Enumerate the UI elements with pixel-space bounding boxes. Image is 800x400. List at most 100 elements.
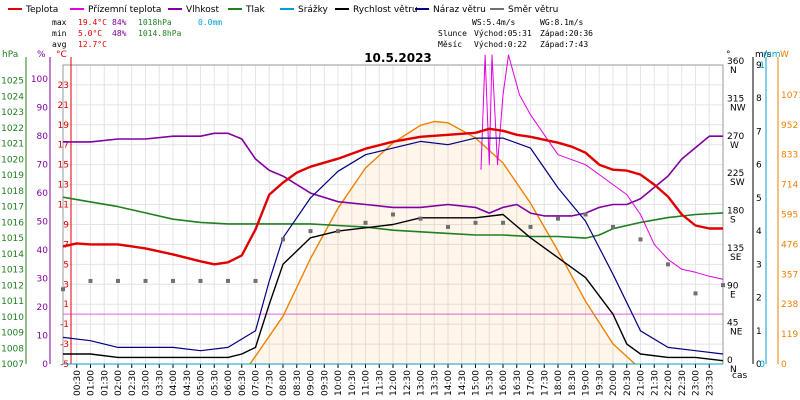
x-tick-label: 03:00 (142, 370, 152, 396)
wind-dir-point (528, 224, 533, 229)
axis-header-hpa: hPa (2, 50, 18, 60)
wind-dir-point (308, 229, 313, 234)
x-tick-label: 02:30 (128, 370, 138, 396)
x-tick-label: 07:30 (265, 370, 275, 396)
x-tick-label: 19:00 (582, 370, 592, 396)
x-tick-label: 23:30 (705, 370, 715, 396)
wind-dir-tick: 360 (727, 57, 744, 67)
wind-speed-axis-tick: 7 (756, 127, 762, 137)
pressure-axis-tick: 1016 (1, 218, 24, 228)
solar-axis-tick: 714 (781, 181, 798, 191)
temperature-axis-tick: -1 (60, 320, 69, 330)
wind-dir-point (116, 278, 120, 283)
wind-dir-point (391, 212, 395, 217)
x-tick-label: 13:00 (417, 370, 427, 396)
x-tick-label: 11:30 (375, 370, 385, 396)
rain-axis-tick: 0 (759, 360, 765, 370)
stat-max-label: max (52, 18, 67, 27)
wind-dir-point (61, 287, 65, 292)
x-tick-label: 02:00 (114, 370, 124, 396)
pressure-axis-tick: 1020 (1, 155, 24, 165)
legend-label: Srážky (298, 5, 329, 15)
wind-speed-axis-tick: 1 (756, 327, 762, 337)
temperature-axis-tick: -3 (60, 340, 69, 350)
pressure-axis-tick: 1017 (1, 203, 24, 213)
legend-label: Náraz větru (433, 5, 486, 15)
pressure-axis-tick: 1022 (1, 124, 24, 134)
solar-axis-tick: 595 (781, 211, 798, 221)
x-tick-label: 12:00 (389, 370, 399, 396)
pressure-axis-tick: 1014 (1, 250, 24, 260)
x-tick-label: 05:00 (197, 370, 207, 396)
moon-label: Měsíc (438, 40, 462, 49)
wind-dir-point (226, 278, 230, 283)
wind-dir-tick: 270 (727, 132, 744, 142)
axis-header-pct: % (37, 50, 46, 60)
wind-speed-axis-tick: 9 (756, 61, 762, 71)
wind-dir-compass: SE (730, 253, 742, 263)
legend: Teplota Přízemní teplota Vlhkost Tlak Srážky… (8, 5, 558, 15)
axis-header-time: čas (732, 370, 747, 381)
legend-label: Teplota (25, 5, 58, 15)
solar-axis-tick: 238 (781, 300, 798, 310)
pressure-axis-tick: 1023 (1, 108, 24, 118)
wind-dir-tick: 0 (727, 356, 733, 366)
x-tick-label: 00:30 (73, 370, 83, 396)
humidity-axis-tick: 10 (37, 332, 49, 342)
humidity-axis-tick: 30 (37, 275, 49, 285)
moon-set: Západ:7:43 (540, 40, 588, 49)
solar-area (250, 121, 635, 364)
wind-gust-info: WG:8.1m/s (540, 18, 584, 27)
humidity-axis-tick: 100 (31, 75, 48, 85)
pressure-axis-tick: 1007 (1, 360, 24, 370)
series-ground-temp (480, 54, 724, 280)
stat-min-temp: 5.0°C (78, 29, 102, 38)
humidity-axis-tick: 50 (37, 218, 49, 228)
x-tick-label: 16:00 (499, 370, 509, 396)
series-pressure (62, 196, 724, 239)
pressure-axis-tick: 1013 (1, 266, 24, 276)
x-tick-label: 17:00 (527, 370, 537, 396)
pressure-axis-tick: 1018 (1, 187, 24, 197)
x-tick-label: 06:30 (238, 370, 248, 396)
axis-header-w: W (780, 50, 789, 60)
legend-label: Tlak (245, 5, 266, 15)
x-tick-label: 18:00 (554, 370, 564, 396)
stat-min-press: 1014.8hPa (138, 29, 182, 38)
solar-axis-tick: 833 (781, 151, 798, 161)
wind-dir-point (171, 278, 175, 283)
temperature-axis-tick: 1 (63, 300, 69, 310)
x-tick-label: 23:00 (692, 370, 702, 396)
series-wind-speed (63, 213, 724, 362)
wind-dir-tick: 225 (727, 169, 744, 179)
wind-speed-info: WS:5.4m/s (472, 18, 516, 27)
wind-dir-tick: 45 (727, 319, 738, 329)
wind-dir-point (88, 278, 93, 283)
wind-dir-point (143, 278, 148, 283)
axis-header-degc: °C (56, 50, 67, 60)
sun-moon-info: WS:5.4m/s WG:8.1m/s Slunce Východ:05:31 … (438, 18, 593, 49)
x-tick-label: 22:30 (678, 370, 688, 396)
humidity-axis-tick: 80 (37, 132, 49, 142)
pressure-axis-tick: 1015 (1, 234, 24, 244)
sun-rise: Východ:05:31 (474, 29, 532, 38)
x-tick-label: 04:00 (169, 370, 179, 396)
wind-speed-axis-tick: 0 (756, 360, 762, 370)
sun-set: Západ:20:36 (540, 29, 593, 38)
temperature-axis-tick: 11 (58, 201, 69, 211)
wind-dir-point (666, 262, 670, 267)
temperature-axis-tick: -5 (60, 360, 69, 370)
wind-dir-point (281, 237, 285, 242)
humidity-axis-tick: 40 (37, 246, 49, 256)
wind-dir-compass: E (730, 290, 736, 300)
wind-dir-point (253, 278, 258, 283)
x-tick-label: 15:00 (472, 370, 482, 396)
pressure-axis-tick: 1008 (1, 344, 24, 354)
x-tick-label: 06:00 (224, 370, 234, 396)
wind-speed-axis-tick: 8 (756, 94, 762, 104)
wind-speed-axis-tick: 5 (756, 194, 762, 204)
wind-dir-compass: N (730, 365, 737, 375)
stats-block: max 19.4°C 84% 1018hPa 0.0mm min 5.0°C 4… (52, 18, 222, 49)
wind-dir-point (446, 224, 450, 229)
